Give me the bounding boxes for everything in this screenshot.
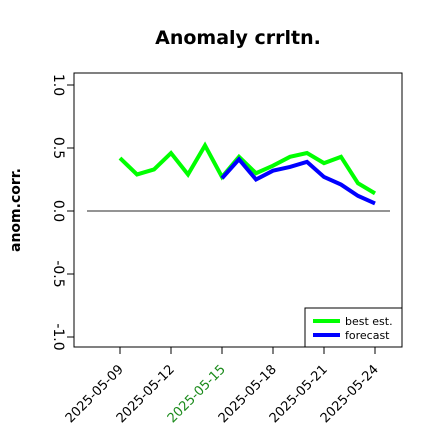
series-line-best-est [118, 141, 377, 196]
y-tick-label: 0.5 [50, 137, 66, 159]
legend-box [304, 307, 403, 348]
y-tick-label: 1.0 [50, 74, 66, 96]
legend: best est. forecast [304, 307, 403, 348]
y-axis-label: anom.corr. [8, 168, 24, 252]
plot-frame [73, 72, 403, 348]
x-axis: 2025-05-092025-05-122025-05-152025-05-18… [63, 346, 382, 426]
y-tick-label: 0.0 [50, 200, 66, 222]
y-tick-label: -0.5 [50, 260, 66, 287]
y-tick-label: -1.0 [50, 323, 66, 350]
series-layer [118, 141, 377, 206]
legend-label-forecast: forecast [345, 329, 390, 342]
legend-label-best-est: best est. [345, 315, 393, 328]
series-line-forecast [220, 156, 376, 206]
y-axis: -1.0 -0.5 0.0 0.5 1.0 [50, 74, 75, 351]
chart-title: Anomaly crrltn. [155, 27, 321, 49]
